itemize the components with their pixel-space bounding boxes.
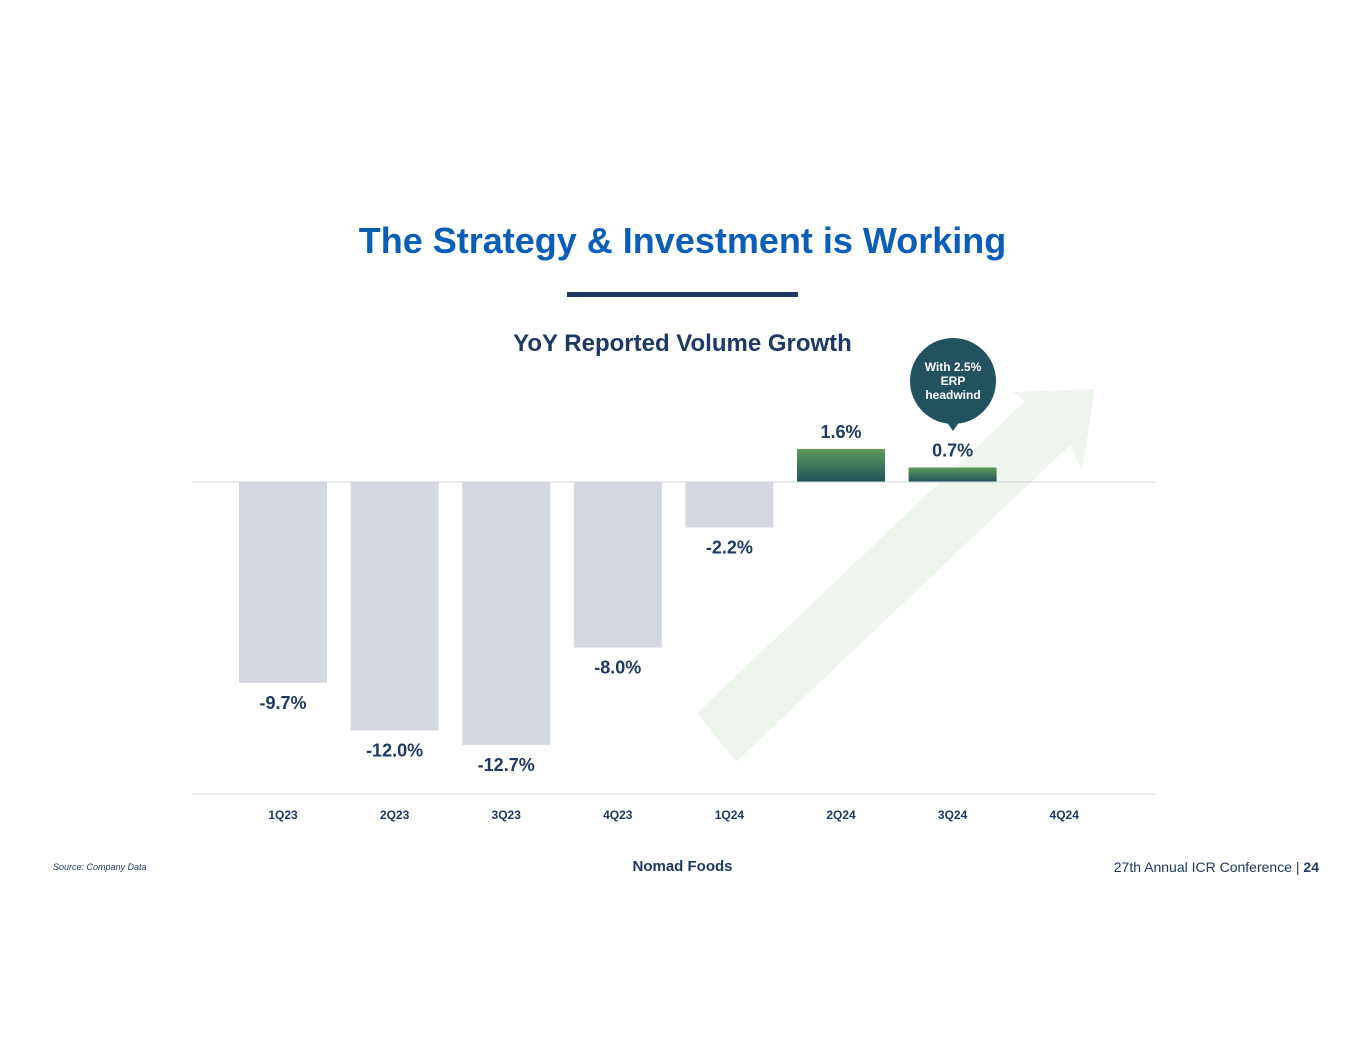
bar-3Q24 <box>908 467 997 482</box>
callout-line-2: ERP <box>940 374 966 388</box>
x-tick-label-3Q24: 3Q24 <box>938 808 968 822</box>
bar-1Q24 <box>685 482 774 528</box>
bar-value-label-3Q23: -12.7% <box>478 755 535 775</box>
x-tick-label-4Q24: 4Q24 <box>1050 808 1080 822</box>
bar-value-label-3Q24: 0.7% <box>932 441 973 461</box>
erp-headwind-callout: With 2.5% ERP headwind <box>910 338 996 424</box>
bar-value-label-2Q24: 1.6% <box>820 422 861 442</box>
page-number: 24 <box>1303 859 1319 875</box>
callout-tail <box>946 421 960 431</box>
x-tick-label-4Q23: 4Q23 <box>603 808 633 822</box>
x-tick-label-1Q24: 1Q24 <box>715 808 745 822</box>
x-tick-label-2Q24: 2Q24 <box>826 808 856 822</box>
slide-title: The Strategy & Investment is Working <box>358 220 1007 261</box>
bar-value-label-1Q24: -2.2% <box>706 538 753 558</box>
source-note: Source: Company Data <box>53 862 147 872</box>
growth-arrow-icon <box>697 389 1095 762</box>
bar-2Q24 <box>797 448 885 482</box>
x-tick-label-1Q23: 1Q23 <box>268 808 298 822</box>
chart-title: YoY Reported Volume Growth <box>513 330 852 357</box>
bar-4Q23 <box>573 482 662 648</box>
brand-logo: Nomad Foods <box>632 858 733 875</box>
callout-line-1: With 2.5% <box>924 360 982 374</box>
bar-1Q23 <box>239 482 327 683</box>
callout-line-3: headwind <box>925 388 981 402</box>
bar-value-label-4Q23: -8.0% <box>594 658 641 678</box>
bar-2Q23 <box>350 482 439 731</box>
bar-3Q23 <box>462 482 551 745</box>
x-tick-label-3Q23: 3Q23 <box>492 808 522 822</box>
bar-value-label-2Q23: -12.0% <box>366 740 423 760</box>
title-underline <box>567 292 798 297</box>
conference-name: 27th Annual ICR Conference | <box>1113 859 1300 875</box>
bar-value-label-1Q23: -9.7% <box>259 693 306 713</box>
footer-conference: 27th Annual ICR Conference | 24 <box>1114 859 1319 875</box>
x-tick-label-2Q23: 2Q23 <box>380 808 410 822</box>
